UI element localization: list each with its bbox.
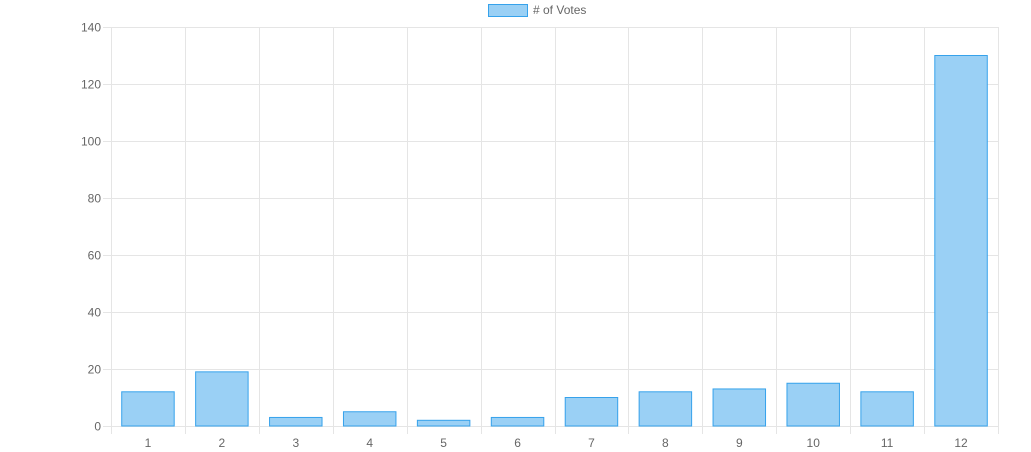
y-tick-label: 100 xyxy=(81,135,101,149)
y-tick-label: 40 xyxy=(88,306,102,320)
bar[interactable] xyxy=(860,391,914,427)
y-tick-label: 80 xyxy=(88,192,102,206)
x-tick-label: 4 xyxy=(366,436,373,450)
grid xyxy=(103,27,999,434)
x-tick-label: 3 xyxy=(292,436,299,450)
bar[interactable] xyxy=(342,411,397,427)
bar[interactable] xyxy=(269,416,323,427)
bar[interactable] xyxy=(712,388,767,427)
y-tick-label: 60 xyxy=(88,249,102,263)
y-tick-label: 120 xyxy=(81,78,101,92)
x-tick-label: 11 xyxy=(881,436,894,450)
x-axis-ticks: 1 2 3 4 5 6 7 8 9 10 11 12 xyxy=(145,436,968,450)
bar[interactable] xyxy=(490,416,545,427)
legend-swatch[interactable] xyxy=(488,4,528,17)
x-tick-label: 1 xyxy=(145,436,152,450)
legend-label[interactable]: # of Votes xyxy=(533,3,586,17)
y-tick-label: 140 xyxy=(81,21,101,35)
x-tick-label: 7 xyxy=(588,436,595,450)
x-tick-label: 6 xyxy=(514,436,521,450)
x-tick-label: 9 xyxy=(736,436,743,450)
bar[interactable] xyxy=(786,382,840,427)
bars xyxy=(121,55,988,427)
bar[interactable] xyxy=(416,419,471,427)
y-tick-label: 0 xyxy=(94,420,101,434)
x-tick-label: 12 xyxy=(954,436,968,450)
x-tick-label: 10 xyxy=(807,436,821,450)
bar[interactable] xyxy=(121,391,175,427)
x-tick-label: 2 xyxy=(219,436,226,450)
y-axis-ticks: 0 20 40 60 80 100 120 140 xyxy=(81,21,101,434)
x-tick-label: 8 xyxy=(662,436,669,450)
legend[interactable]: # of Votes xyxy=(488,3,587,17)
bar[interactable] xyxy=(564,397,619,427)
bar[interactable] xyxy=(934,55,988,427)
bar[interactable] xyxy=(638,391,693,427)
x-tick-label: 5 xyxy=(440,436,447,450)
y-tick-label: 20 xyxy=(88,363,102,377)
bar[interactable] xyxy=(195,371,249,427)
